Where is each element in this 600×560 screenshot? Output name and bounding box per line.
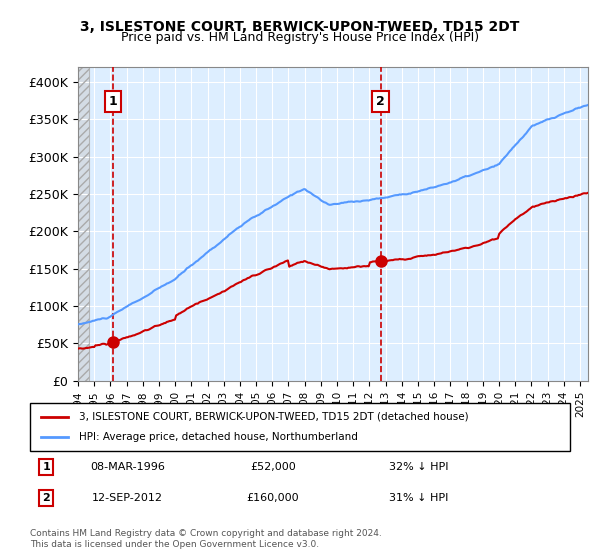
Text: HPI: Average price, detached house, Northumberland: HPI: Average price, detached house, Nort… [79,432,358,442]
Bar [78,67,89,381]
Text: 12-SEP-2012: 12-SEP-2012 [92,493,163,503]
Text: 31% ↓ HPI: 31% ↓ HPI [389,493,448,503]
Text: 3, ISLESTONE COURT, BERWICK-UPON-TWEED, TD15 2DT (detached house): 3, ISLESTONE COURT, BERWICK-UPON-TWEED, … [79,412,468,422]
FancyBboxPatch shape [30,403,570,451]
Text: £160,000: £160,000 [247,493,299,503]
Text: 08-MAR-1996: 08-MAR-1996 [90,462,164,472]
Text: 1: 1 [109,95,118,108]
Text: 1: 1 [43,462,50,472]
Text: Price paid vs. HM Land Registry's House Price Index (HPI): Price paid vs. HM Land Registry's House … [121,31,479,44]
Text: 32% ↓ HPI: 32% ↓ HPI [389,462,449,472]
Text: £52,000: £52,000 [250,462,296,472]
Text: 3, ISLESTONE COURT, BERWICK-UPON-TWEED, TD15 2DT: 3, ISLESTONE COURT, BERWICK-UPON-TWEED, … [80,20,520,34]
Text: 2: 2 [43,493,50,503]
Text: 2: 2 [376,95,385,108]
Text: Contains HM Land Registry data © Crown copyright and database right 2024.
This d: Contains HM Land Registry data © Crown c… [30,529,382,549]
